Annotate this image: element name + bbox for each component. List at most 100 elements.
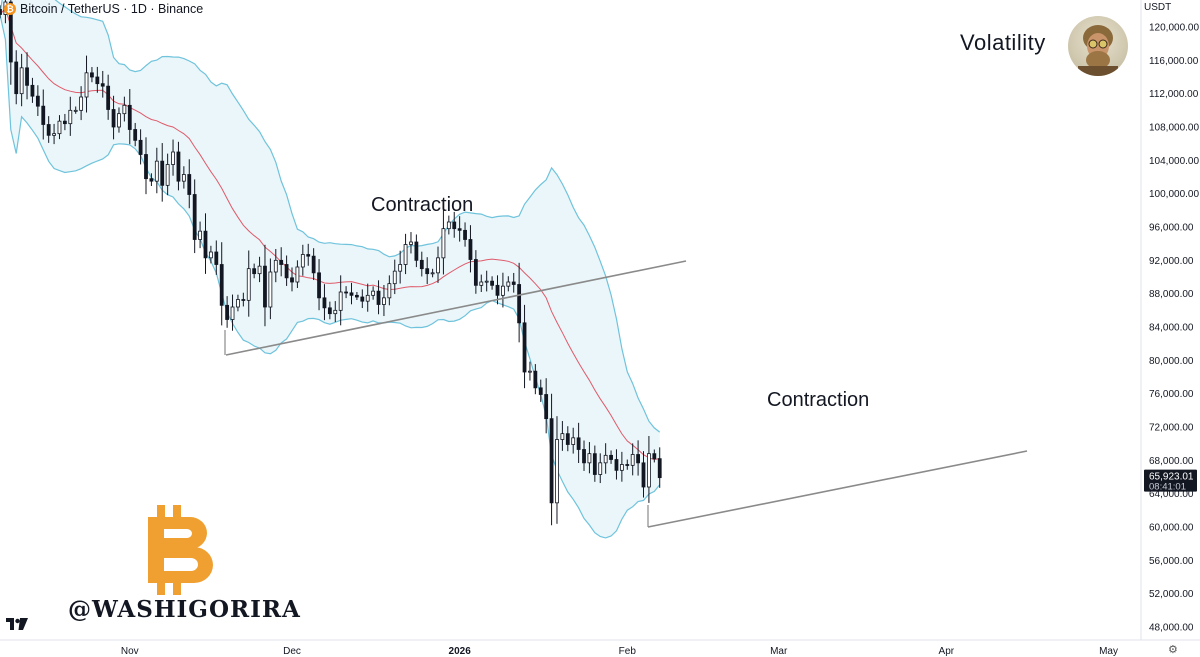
bitcoin-b-icon	[148, 505, 213, 595]
candle-body	[311, 255, 316, 274]
candle-body	[495, 284, 500, 296]
candle-body	[582, 449, 586, 464]
time-tick-label: Nov	[121, 646, 139, 657]
price-tick-label: 68,000.00	[1149, 456, 1194, 467]
candle-body	[230, 306, 235, 320]
candle-body	[333, 309, 338, 315]
price-tick-label: 72,000.00	[1149, 423, 1194, 434]
candle-body	[609, 454, 613, 460]
candle-body	[30, 84, 35, 97]
candle-body	[636, 454, 640, 464]
candle-body	[338, 291, 343, 311]
candle-body	[41, 105, 46, 125]
symbol-title[interactable]: Bitcoin / TetherUS · 1D · Binance	[20, 2, 204, 16]
candle-body	[144, 154, 148, 180]
price-tick-label: 48,000.00	[1149, 623, 1194, 634]
price-tick-label: 80,000.00	[1149, 356, 1194, 367]
candle-body	[181, 174, 186, 182]
candle-body	[641, 462, 646, 488]
author-avatar	[1068, 16, 1128, 76]
candle-body	[25, 67, 29, 86]
symbol-header[interactable]: ₿ Bitcoin / TetherUS · 1D · Binance	[0, 0, 203, 18]
candle-body	[90, 72, 94, 78]
candle-body	[95, 76, 100, 85]
bollinger-upper-line	[0, 0, 661, 433]
price-tick-label: 52,000.00	[1149, 589, 1194, 600]
candle-body	[603, 454, 608, 464]
candle-body	[306, 254, 311, 257]
candle-body	[522, 322, 527, 373]
candle-body	[490, 280, 494, 286]
candle-body	[52, 133, 56, 136]
candle-body	[349, 292, 354, 296]
bar-countdown-label: 08:41:01	[1149, 482, 1186, 493]
time-tick-label: Feb	[619, 646, 637, 657]
candle-body	[187, 174, 192, 195]
candle-body	[473, 259, 478, 286]
candle-body	[409, 241, 413, 245]
candle-body	[468, 239, 473, 260]
candle-body	[452, 221, 457, 230]
candle-body	[117, 113, 121, 128]
candle-body	[479, 281, 484, 286]
candle-body	[360, 296, 365, 302]
candle-body	[300, 254, 305, 268]
candle-body	[79, 96, 84, 111]
candle-body	[619, 464, 624, 471]
time-tick-label: Apr	[939, 646, 955, 657]
candle-body	[8, 1, 13, 63]
candle-body	[154, 160, 159, 182]
candle-body	[149, 178, 154, 182]
candle-body	[382, 297, 386, 305]
time-tick-label: 2026	[449, 646, 472, 657]
candle-body	[392, 270, 397, 285]
candle-body	[0, 9, 2, 15]
candle-body	[268, 271, 273, 308]
candle-body	[555, 439, 559, 504]
candle-body	[46, 124, 51, 136]
candle-body	[257, 265, 262, 275]
candle-body	[565, 433, 570, 445]
candle-body	[371, 290, 376, 296]
price-axis-background	[1142, 0, 1200, 657]
trendline-2[interactable]	[647, 450, 1028, 528]
candle-body	[241, 299, 246, 301]
candle-body	[111, 109, 116, 128]
candle-body	[176, 151, 181, 182]
candle-body	[436, 257, 440, 274]
candle-body	[165, 164, 170, 186]
candle-body	[122, 104, 127, 115]
candle-body	[414, 241, 419, 261]
price-tick-label: 96,000.00	[1149, 223, 1194, 234]
candle-body	[192, 194, 197, 240]
candle-body	[441, 228, 446, 259]
current-price-tag[interactable]	[1144, 469, 1197, 492]
candle-body	[544, 394, 549, 420]
candle-body	[35, 95, 40, 107]
tradingview-logo-icon[interactable]	[6, 618, 28, 630]
time-tick-label: May	[1099, 646, 1118, 657]
candle-body	[533, 370, 538, 389]
candle-body	[133, 129, 138, 141]
candle-body	[538, 387, 543, 395]
candle-body	[419, 259, 424, 270]
candle-body	[403, 244, 408, 265]
price-tick-label: 60,000.00	[1149, 523, 1194, 534]
candle-body	[446, 221, 451, 230]
candle-body	[68, 109, 73, 125]
gear-icon[interactable]: ⚙	[1168, 644, 1178, 656]
price-tick-label: 92,000.00	[1149, 256, 1194, 267]
candle-body	[198, 230, 202, 240]
trendline-1[interactable]	[225, 260, 687, 356]
quote-currency-label[interactable]: USDT	[1144, 2, 1172, 13]
price-tick-label: 56,000.00	[1149, 556, 1194, 567]
price-tick-label: 116,000.00	[1149, 56, 1199, 67]
candle-body	[203, 230, 208, 259]
candle-body	[73, 109, 78, 112]
candle-body	[138, 139, 143, 155]
candle-body	[484, 280, 489, 283]
price-tick-label: 108,000.00	[1149, 123, 1199, 134]
candle-body	[560, 433, 565, 440]
candle-body	[365, 294, 370, 302]
